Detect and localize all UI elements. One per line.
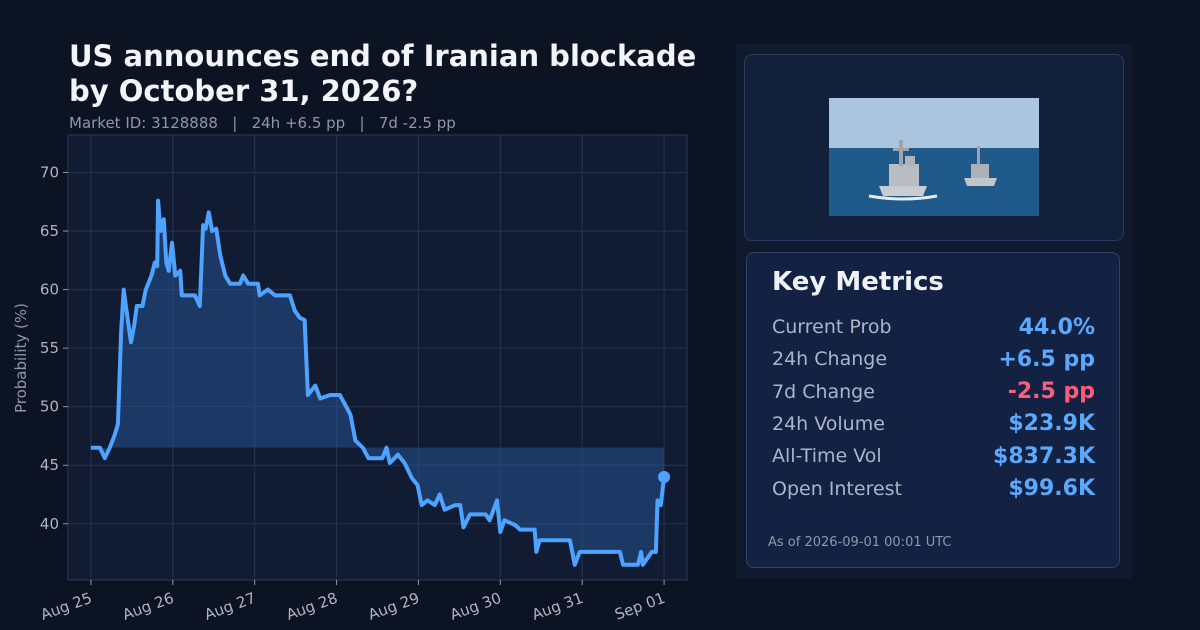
x-tick-label: Sep 01: [612, 589, 667, 624]
metric-value: $837.3K: [993, 443, 1095, 469]
metric-row: 24h Change +6.5 pp: [772, 343, 1095, 375]
metric-row: Open Interest $99.6K: [772, 473, 1095, 505]
image-card: [744, 54, 1124, 241]
y-tick-label: 45: [40, 456, 59, 474]
x-tick-label: Aug 29: [366, 589, 422, 624]
y-axis-label: Probability (%): [12, 303, 30, 413]
y-tick-label: 55: [40, 339, 59, 357]
metric-value: -2.5 pp: [1007, 379, 1095, 405]
y-tick-label: 50: [40, 398, 59, 416]
metric-row: 7d Change -2.5 pp: [772, 376, 1095, 408]
metric-row: 24h Volume $23.9K: [772, 408, 1095, 440]
panel-title: Key Metrics: [772, 267, 944, 297]
title-line: US announces end of Iranian blockade: [69, 39, 696, 73]
subtitle: Market ID: 3128888 | 24h +6.5 pp | 7d -2…: [69, 114, 456, 132]
metric-label: Current Prob: [772, 316, 892, 338]
plot-area: [67, 134, 688, 581]
metric-label: 7d Change: [772, 380, 875, 403]
x-tick-label: Aug 30: [448, 589, 504, 624]
area-fill: [90, 200, 665, 565]
line: [90, 198, 667, 567]
y-tick-label: 40: [40, 515, 59, 533]
x-tick-label: Aug 31: [529, 589, 585, 624]
title-line: by October 31, 2026?: [69, 74, 418, 108]
y-tick-label: 70: [40, 163, 59, 181]
x-tick-label: Aug 27: [202, 589, 258, 624]
side-panel: Key Metrics As of 2026-09-01 00:01 UTC C…: [736, 44, 1132, 579]
chart-title: US announces end of Iranian blockade by O…: [69, 39, 696, 108]
metric-row: Current Prob 44.0%: [772, 311, 1095, 343]
metrics-card: Key Metrics As of 2026-09-01 00:01 UTC C…: [746, 252, 1120, 568]
metric-value: 44.0%: [1018, 314, 1095, 340]
x-tick-label: Aug 28: [284, 589, 340, 624]
metric-row: All-Time Vol $837.3K: [772, 440, 1095, 472]
ship-image: [829, 98, 1039, 216]
metric-label: 24h Change: [772, 348, 888, 371]
y-tick-label: 65: [40, 222, 59, 240]
metric-label: All-Time Vol: [772, 445, 882, 468]
x-tick-label: Aug 25: [38, 589, 94, 624]
end-marker: [658, 470, 671, 483]
metric-value: +6.5 pp: [998, 346, 1095, 372]
chart: US announces end of Iranian blockade by O…: [12, 39, 696, 624]
metric-value: $99.6K: [1008, 476, 1095, 501]
x-tick-label: Aug 26: [120, 589, 176, 624]
y-tick-label: 60: [40, 281, 59, 299]
metric-label: 24h Volume: [772, 412, 885, 435]
metric-label: Open Interest: [772, 477, 903, 500]
metric-value: $23.9K: [1008, 411, 1095, 437]
footnote: As of 2026-09-01 00:01 UTC: [768, 535, 952, 550]
